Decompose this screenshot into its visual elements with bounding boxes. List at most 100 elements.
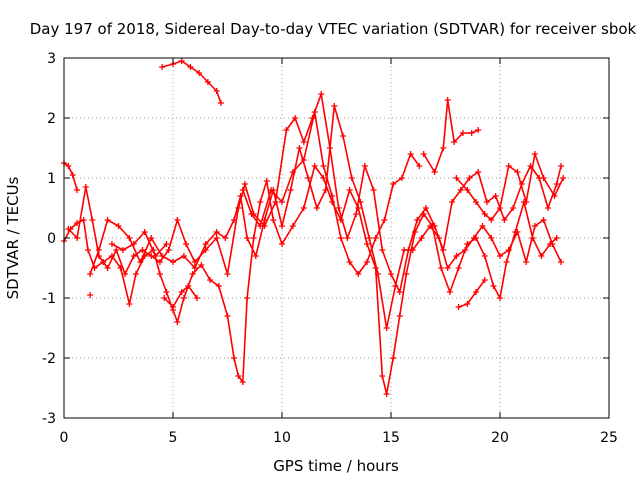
data-point [287, 187, 294, 193]
data-point [174, 217, 181, 223]
data-point [224, 313, 231, 319]
data-point [296, 145, 303, 151]
series-track-6 [420, 97, 482, 175]
data-point [514, 229, 521, 235]
data-point [122, 271, 129, 277]
data-point [130, 253, 137, 259]
data-point [468, 130, 475, 136]
data-point [344, 235, 351, 241]
series-line [111, 231, 168, 257]
data-point [257, 199, 264, 205]
series-line [455, 153, 564, 221]
x-axis-label: GPS time / hours [273, 457, 399, 475]
data-point [383, 391, 390, 397]
data-point [279, 241, 285, 247]
data-point [132, 271, 139, 277]
data-series [61, 58, 567, 397]
data-point [505, 247, 512, 253]
data-point [462, 247, 469, 253]
data-point [163, 289, 170, 295]
data-point [497, 205, 503, 211]
data-point [191, 265, 198, 271]
data-point [108, 241, 115, 247]
data-point [322, 187, 329, 193]
data-point [540, 217, 547, 223]
data-point [196, 70, 203, 76]
data-point [305, 175, 312, 181]
data-point [553, 181, 560, 187]
data-point [346, 187, 353, 193]
data-point [466, 175, 473, 181]
data-point [95, 247, 102, 253]
series-line [242, 111, 420, 275]
data-point [501, 217, 508, 223]
data-point [300, 157, 307, 163]
data-point [178, 58, 185, 64]
data-point [170, 259, 176, 265]
data-point [137, 259, 144, 265]
y-tick-label: 1 [47, 171, 56, 187]
series-track-11 [161, 283, 200, 310]
data-point [379, 373, 386, 379]
data-point [488, 217, 495, 223]
data-point [523, 259, 530, 265]
data-point [193, 295, 200, 301]
data-point [318, 91, 325, 97]
data-point [113, 247, 120, 253]
data-point [279, 223, 285, 229]
series-track-4 [87, 103, 565, 331]
data-point [250, 235, 257, 241]
data-point [473, 289, 480, 295]
series-track-1 [61, 160, 81, 193]
data-point [538, 253, 545, 259]
data-point [224, 271, 231, 277]
data-point [165, 247, 172, 253]
data-point [464, 187, 471, 193]
data-point [348, 175, 355, 181]
data-point [549, 241, 556, 247]
y-tick-label: 3 [47, 51, 56, 67]
data-point [396, 289, 403, 295]
data-point [444, 265, 451, 271]
data-point [531, 151, 538, 157]
data-point [156, 259, 163, 265]
data-point [364, 259, 371, 265]
data-point [300, 205, 307, 211]
data-point [178, 289, 185, 295]
series-line [63, 162, 78, 191]
data-point [558, 163, 565, 169]
data-point [289, 223, 296, 229]
y-tick-label: -3 [42, 411, 56, 427]
data-point [523, 199, 530, 205]
data-point [473, 199, 480, 205]
data-point [388, 271, 394, 277]
data-point [263, 178, 270, 184]
data-point [379, 247, 386, 253]
data-point [422, 205, 429, 211]
data-point [414, 217, 421, 223]
data-point [440, 145, 447, 151]
data-point [244, 295, 251, 301]
data-point [170, 304, 176, 310]
data-point [372, 235, 379, 241]
data-point [159, 253, 166, 259]
series-track-9 [239, 109, 423, 277]
data-point [398, 175, 405, 181]
data-point [257, 223, 264, 229]
x-tick-label: 5 [169, 430, 178, 446]
data-point [464, 301, 471, 307]
data-point [80, 217, 87, 223]
data-point [115, 223, 122, 229]
data-point [239, 187, 246, 193]
data-point [130, 241, 137, 247]
data-point [335, 205, 342, 211]
data-point [353, 211, 360, 217]
data-point [65, 226, 72, 232]
data-point [483, 199, 490, 205]
data-point [270, 217, 277, 223]
data-point [453, 253, 460, 259]
y-tick-label: -1 [42, 291, 56, 307]
data-point [540, 175, 547, 181]
data-point [544, 205, 551, 211]
